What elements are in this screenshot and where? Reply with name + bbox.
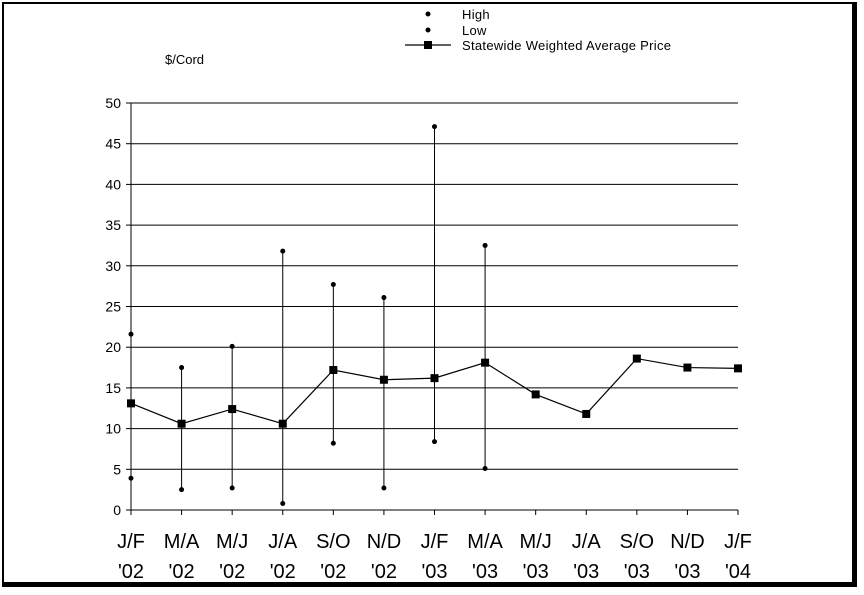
average-price-point [481, 358, 490, 367]
legend-label: Statewide Weighted Average Price [462, 38, 671, 53]
average-price-point [430, 374, 439, 383]
average-price-point [177, 419, 186, 428]
x-tick-label-year: '02 [371, 561, 397, 583]
y-tick-label: 35 [105, 217, 121, 233]
average-price-point [632, 354, 641, 363]
axes: 0 5 10 15 20 25 30 35 40 45 50 J/F '02 M/A '02 M/J '02 J/… [105, 95, 751, 583]
average-price-point [582, 409, 591, 418]
high-point [381, 295, 387, 301]
average-price-point [228, 405, 237, 414]
low-point [432, 439, 437, 445]
low-point [381, 485, 387, 491]
x-tick-label: J/F [724, 531, 752, 553]
low-point [482, 465, 488, 471]
low-point [179, 487, 185, 493]
x-tick-label-year: '03 [624, 561, 650, 583]
y-tick-label: 40 [105, 176, 121, 192]
y-tick-label: 10 [105, 421, 121, 437]
average-price-point [379, 375, 388, 384]
average-price-point [329, 365, 338, 374]
low-point [229, 485, 235, 491]
y-tick-label: 0 [113, 502, 121, 518]
y-tick-label: 20 [105, 339, 121, 355]
x-tick-label: N/D [367, 531, 401, 553]
x-tick-label-year: '02 [270, 561, 296, 583]
y-tick-label: 25 [105, 299, 121, 315]
x-tick-label-year: '02 [219, 561, 245, 583]
high-point [482, 242, 488, 248]
average-price-series [127, 354, 742, 428]
x-tick-label: J/A [268, 531, 298, 553]
low-point [280, 500, 286, 506]
legend-marker-square [424, 41, 432, 49]
legend-label: Low [462, 23, 487, 38]
legend-label: High [462, 7, 490, 22]
average-price-point [683, 363, 692, 372]
x-tick-label: M/A [164, 531, 200, 553]
y-tick-label: 5 [113, 461, 121, 477]
x-tick-label-year: '03 [472, 561, 498, 583]
x-tick-label-year: '02 [118, 561, 144, 583]
y-tick-label: 30 [105, 258, 121, 274]
high-point [229, 343, 235, 349]
x-tick-label-year: '03 [573, 561, 599, 583]
x-tick-label-year: '03 [523, 561, 549, 583]
x-tick-label-year: '03 [421, 561, 447, 583]
y-tick-label: 45 [105, 136, 121, 152]
x-tick-label: J/F [117, 531, 145, 553]
high-point [330, 282, 336, 288]
average-price-point [278, 419, 287, 428]
x-tick-label: J/A [572, 531, 602, 553]
x-tick-label: J/F [421, 531, 449, 553]
x-tick-label-year: '02 [169, 561, 195, 583]
y-tick-label: 15 [105, 380, 121, 396]
y-tick-label: 50 [105, 95, 121, 111]
x-tick-label: M/J [216, 531, 248, 553]
high-point [179, 365, 185, 371]
average-price-point [734, 364, 742, 373]
unit-label: $/Cord [165, 52, 204, 67]
x-tick-label: N/D [670, 531, 704, 553]
average-price-point [531, 390, 540, 399]
x-tick-label-year: '02 [320, 561, 346, 583]
x-tick-label: S/O [620, 531, 654, 553]
high-low-ranges [128, 124, 488, 506]
x-tick-label: M/J [520, 531, 552, 553]
x-tick-label: M/A [467, 531, 503, 553]
x-tick-label-year: '03 [674, 561, 700, 583]
high-point [432, 124, 437, 130]
low-point [330, 440, 336, 446]
high-point [280, 248, 286, 254]
x-tick-label: S/O [316, 531, 350, 553]
legend-marker-dot [425, 27, 431, 33]
x-tick-label-year: '04 [725, 561, 751, 583]
legend-marker-dot [425, 11, 431, 17]
chart-frame [2, 2, 857, 587]
